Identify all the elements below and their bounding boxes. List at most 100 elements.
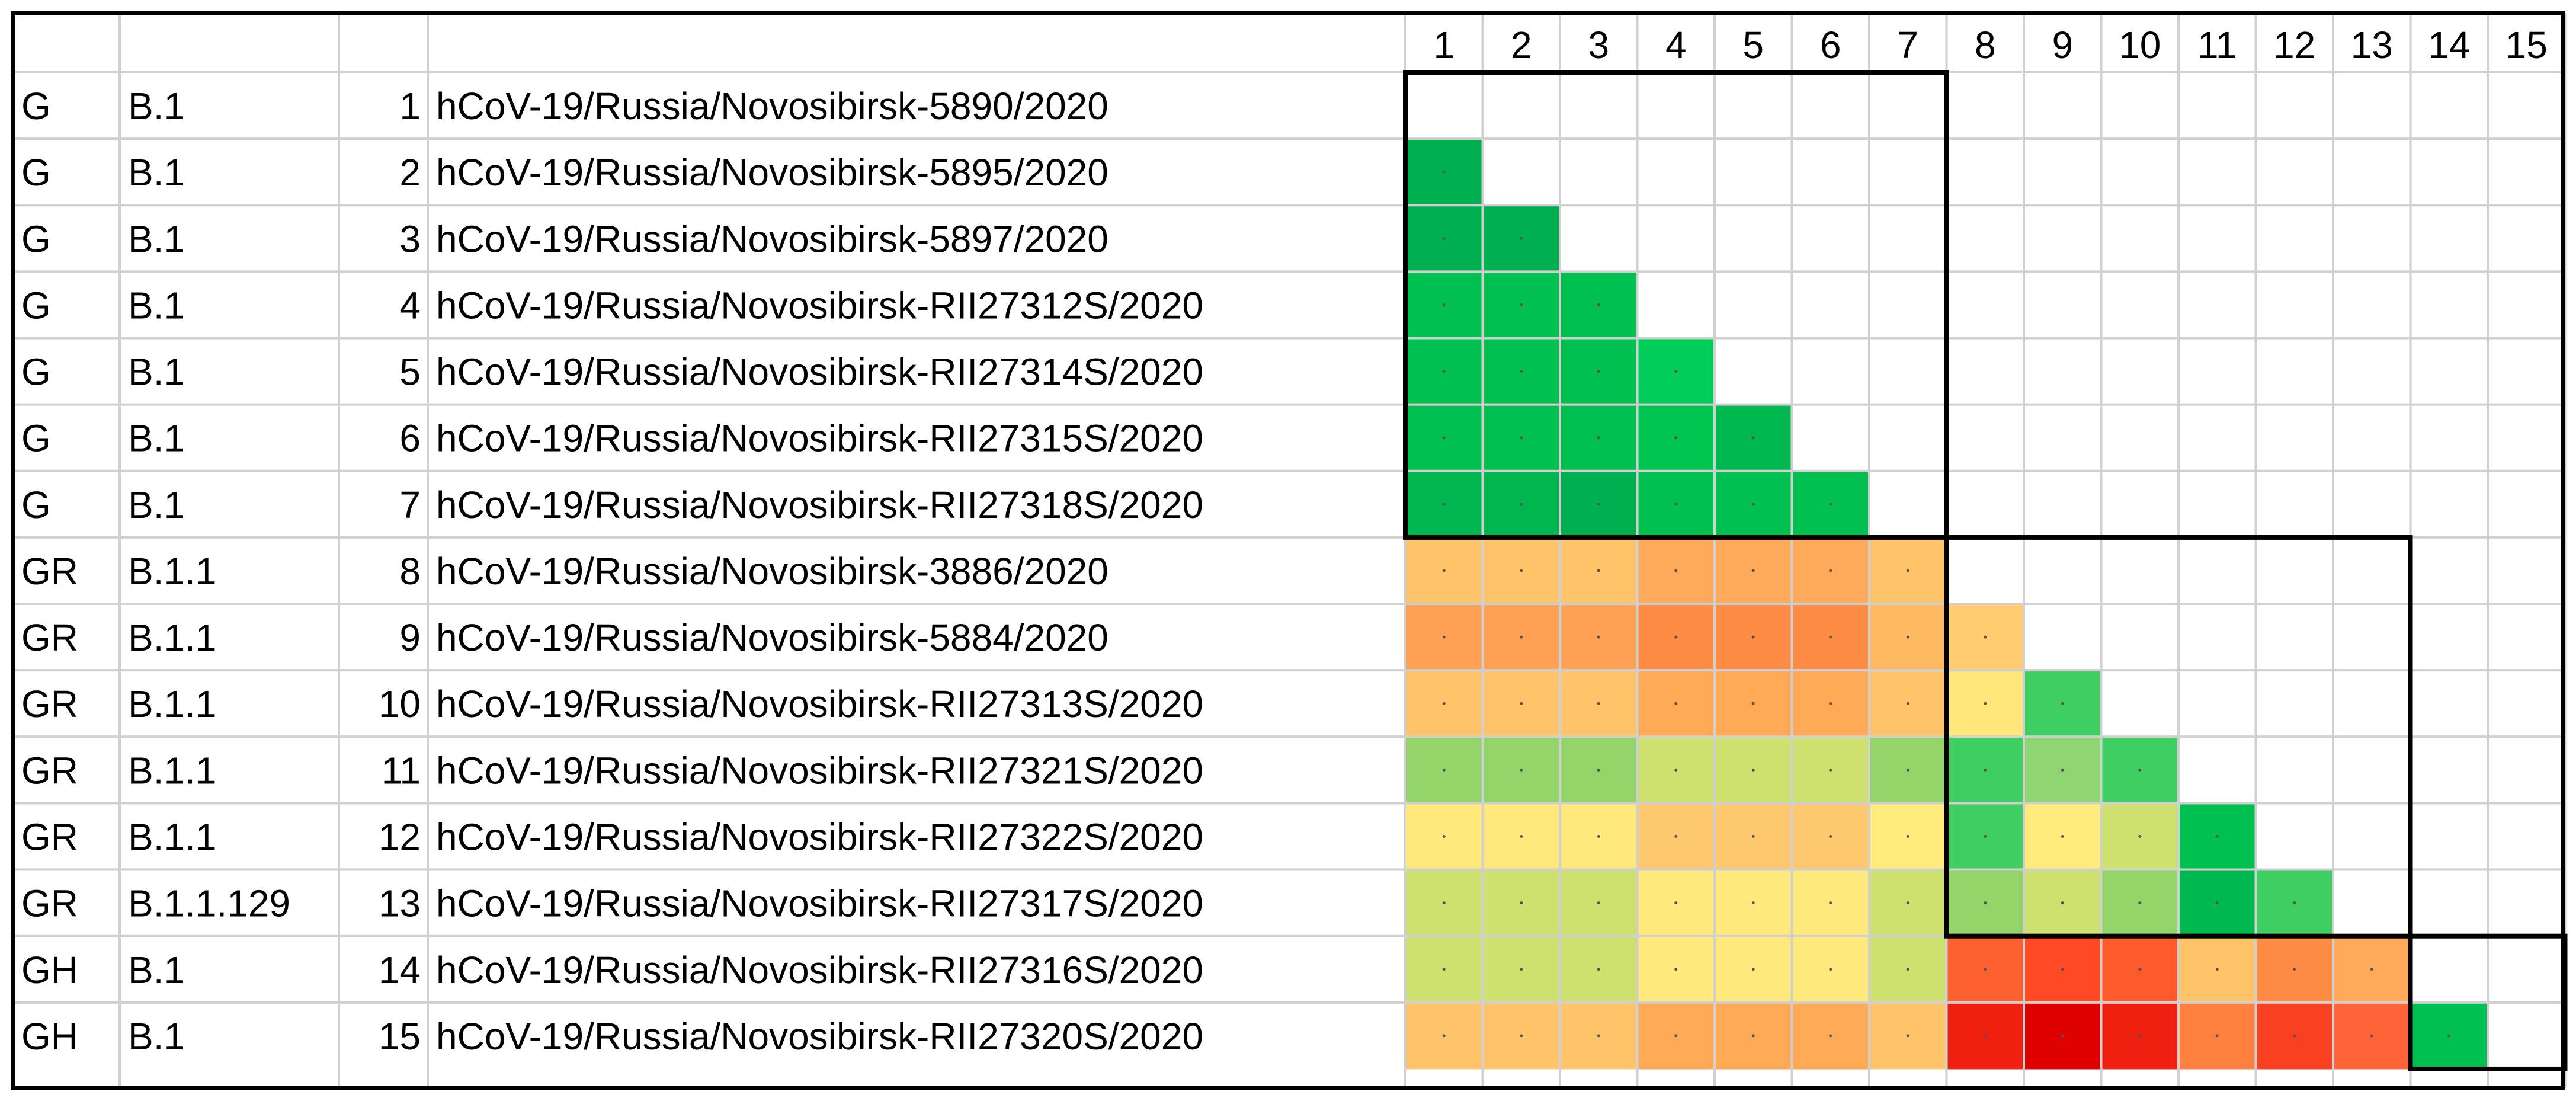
cell-dot: [1751, 503, 1755, 506]
column-header-3: 3: [1588, 24, 1609, 66]
cell-dot: [2293, 901, 2296, 905]
cell-dot: [2215, 834, 2219, 838]
cell-dot: [2370, 968, 2373, 971]
row-index: 15: [379, 1015, 421, 1058]
cell-dot: [1442, 370, 1446, 373]
cell-dot: [1597, 569, 1600, 572]
cell-dot: [1906, 635, 1909, 639]
column-header-15: 15: [2505, 24, 2548, 66]
row-index: 12: [379, 815, 421, 858]
row-strain-name: hCoV-19/Russia/Novosibirsk-5890/2020: [436, 85, 1108, 127]
row-index: 8: [399, 550, 421, 593]
cell-dot: [1442, 170, 1446, 174]
column-header-4: 4: [1665, 24, 1687, 66]
column-header-14: 14: [2428, 24, 2470, 66]
cell-dot: [1984, 1034, 1987, 1038]
cell-dot: [1829, 768, 1832, 772]
cell-dot: [1520, 834, 1523, 838]
row-clade: GR: [21, 616, 78, 659]
table-frame: [11, 11, 2565, 1090]
row-index: 7: [399, 484, 421, 526]
row-index: 9: [399, 616, 421, 659]
cell-dot: [2061, 702, 2064, 705]
cell-dot: [1674, 503, 1678, 506]
row-clade: GR: [21, 749, 78, 792]
cell-dot: [2138, 901, 2142, 905]
cell-dot: [1829, 834, 1832, 838]
row-strain-name: hCoV-19/Russia/Novosibirsk-RII27316S/202…: [436, 949, 1203, 991]
cell-dot: [1751, 968, 1755, 971]
row-clade: G: [21, 284, 51, 327]
cell-dot: [1520, 436, 1523, 440]
row-strain-name: hCoV-19/Russia/Novosibirsk-RII27317S/202…: [436, 882, 1203, 925]
cell-dot: [1442, 303, 1446, 306]
cell-dot: [1674, 702, 1678, 705]
cell-dot: [1597, 370, 1600, 373]
cell-dot: [1520, 768, 1523, 772]
cell-dot: [1829, 503, 1832, 506]
column-header-2: 2: [1511, 24, 1532, 66]
cell-dot: [1751, 635, 1755, 639]
cell-dot: [1984, 901, 1987, 905]
cell-dot: [1520, 702, 1523, 705]
cell-dot: [2061, 834, 2064, 838]
cell-dot: [1597, 834, 1600, 838]
cell-dot: [1751, 834, 1755, 838]
cell-dot: [1520, 370, 1523, 373]
grid-lines: [12, 13, 2567, 1088]
cell-dot: [1906, 569, 1909, 572]
row-clade: G: [21, 417, 51, 460]
cell-dot: [1984, 702, 1987, 705]
row-lineage: B.1: [128, 217, 185, 260]
cell-dot: [1597, 1034, 1600, 1038]
cell-dot: [1751, 436, 1755, 440]
table-labels: 1 2 3 4 5 6 7 8 9 10 11 12 13 14 15G B.1 1 hCoV-19/Russia…: [21, 24, 2548, 1058]
cell-dot: [1674, 834, 1678, 838]
cell-dot: [1597, 968, 1600, 971]
cell-dot: [2215, 901, 2219, 905]
column-header-13: 13: [2351, 24, 2393, 66]
cell-dot: [1674, 370, 1678, 373]
cell-dot: [1674, 1034, 1678, 1038]
cell-dot: [2061, 968, 2064, 971]
row-lineage: B.1: [128, 151, 185, 194]
cell-dot: [2215, 1034, 2219, 1038]
cell-dot: [1829, 569, 1832, 572]
cell-dot: [1520, 503, 1523, 506]
row-clade: GH: [21, 949, 78, 991]
row-strain-name: hCoV-19/Russia/Novosibirsk-RII27314S/202…: [436, 351, 1203, 393]
cell-dot: [1597, 436, 1600, 440]
cell-dot: [1442, 503, 1446, 506]
cell-dot: [1751, 1034, 1755, 1038]
cell-dot: [1442, 569, 1446, 572]
column-header-7: 7: [1897, 24, 1918, 66]
cell-dot: [1442, 901, 1446, 905]
row-lineage: B.1.1: [128, 550, 216, 593]
row-clade: GR: [21, 550, 78, 593]
cell-dot: [2061, 901, 2064, 905]
row-strain-name: hCoV-19/Russia/Novosibirsk-RII27320S/202…: [436, 1015, 1203, 1058]
cell-dot: [1520, 968, 1523, 971]
row-clade: GR: [21, 882, 78, 925]
cell-dot: [1520, 901, 1523, 905]
row-lineage: B.1: [128, 85, 185, 127]
cell-dot: [1597, 702, 1600, 705]
row-lineage: B.1.1: [128, 683, 216, 725]
cell-dot: [1984, 635, 1987, 639]
row-index: 13: [379, 882, 421, 925]
cell-dot: [1520, 635, 1523, 639]
cell-dot: [1442, 236, 1446, 240]
row-lineage: B.1: [128, 351, 185, 393]
cell-dot: [2293, 968, 2296, 971]
column-header-6: 6: [1820, 24, 1841, 66]
cell-dot: [1829, 968, 1832, 971]
cell-dot: [1520, 303, 1523, 306]
row-clade: GR: [21, 815, 78, 858]
row-index: 1: [399, 85, 421, 127]
row-strain-name: hCoV-19/Russia/Novosibirsk-RII27321S/202…: [436, 749, 1203, 792]
row-lineage: B.1: [128, 949, 185, 991]
row-clade: G: [21, 217, 51, 260]
cell-dot: [1597, 901, 1600, 905]
row-strain-name: hCoV-19/Russia/Novosibirsk-RII27315S/202…: [436, 417, 1203, 460]
